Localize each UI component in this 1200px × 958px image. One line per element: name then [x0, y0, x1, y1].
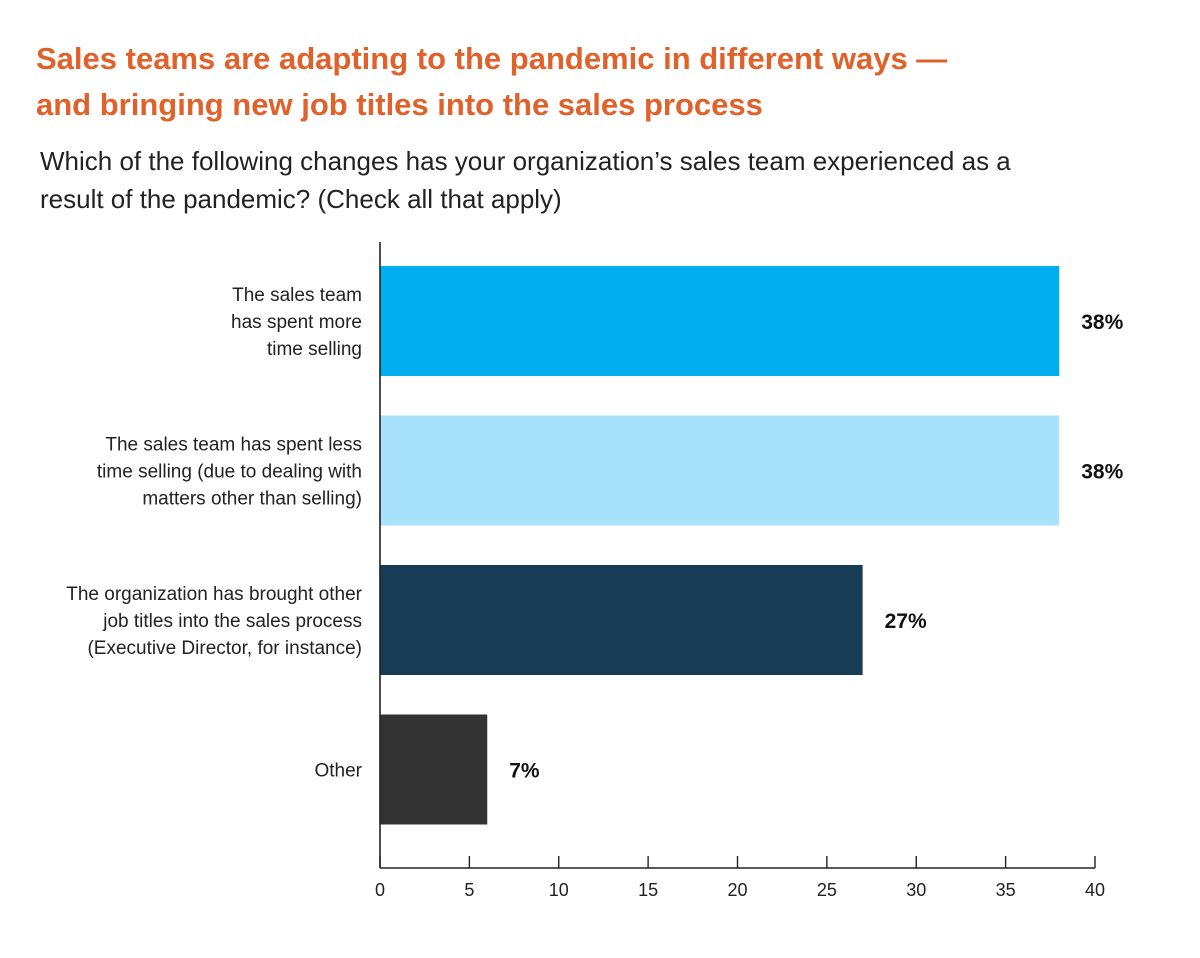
- data-label: 38%: [1081, 461, 1123, 484]
- x-tick-label: 5: [464, 880, 474, 900]
- x-tick-label: 35: [996, 880, 1016, 900]
- chart-subtitle: Which of the following changes has your …: [40, 146, 1011, 214]
- chart-title: Sales teams are adapting to the pandemic…: [36, 41, 948, 122]
- bar: [380, 714, 488, 825]
- x-tick-label: 40: [1085, 880, 1105, 900]
- data-label: 27%: [885, 610, 927, 633]
- x-tick-label: 15: [638, 880, 658, 900]
- category-label: The organization has brought other job ti…: [66, 584, 362, 659]
- x-tick-label: 10: [549, 880, 569, 900]
- bar: [380, 565, 863, 675]
- x-tick-label: 20: [727, 880, 747, 900]
- labels-layer: 38% The sales team has spent more time sell…: [66, 285, 1123, 783]
- x-axis: 0 5 10 15 20 25 30 35 40: [375, 242, 1105, 900]
- x-tick-label: 25: [817, 880, 837, 900]
- data-label: 7%: [509, 760, 540, 783]
- category-label: Other: [314, 761, 362, 782]
- category-label: The sales team has spent more time selling: [231, 285, 362, 360]
- bars-layer: [380, 266, 1060, 825]
- category-label: The sales team has spent less time sellin…: [97, 435, 362, 510]
- x-tick-label: 0: [375, 880, 385, 900]
- data-label: 38%: [1081, 311, 1123, 334]
- bar: [380, 266, 1060, 376]
- bar: [380, 415, 1060, 526]
- x-tick-label: 30: [906, 880, 926, 900]
